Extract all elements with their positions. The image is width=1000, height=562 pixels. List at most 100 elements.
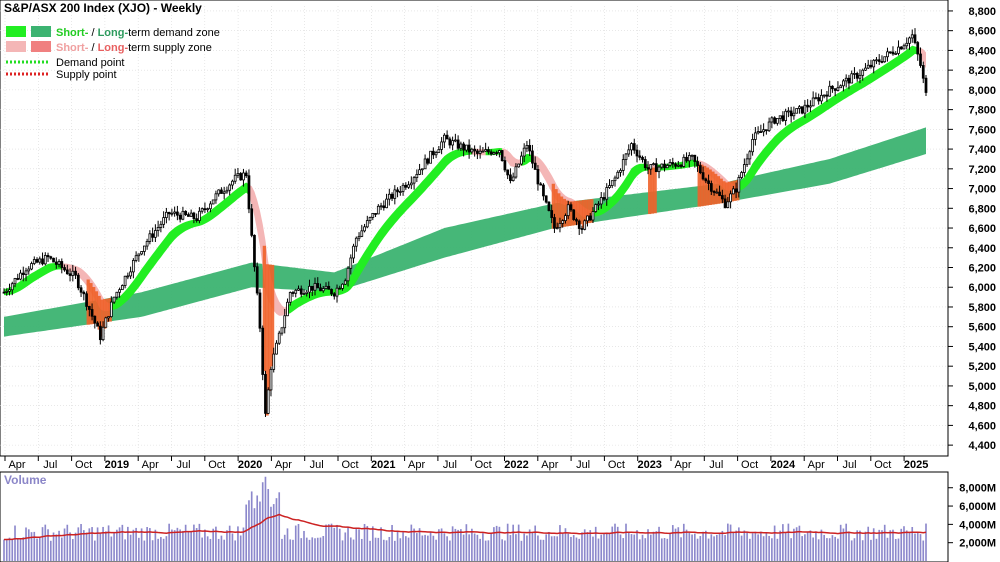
candle-body (583, 220, 587, 230)
volume-bar (416, 533, 418, 561)
candle-body (465, 144, 468, 151)
candle-body (38, 258, 42, 263)
candle-body (277, 332, 281, 344)
long-term-supply-zone (265, 264, 269, 416)
volume-bar (209, 538, 212, 561)
volume-bar (396, 530, 399, 561)
x-tick-label: Jul (176, 459, 190, 471)
volume-bar (465, 524, 468, 561)
volume-bar (892, 529, 894, 561)
candle-body (387, 193, 391, 200)
volume-bar (702, 531, 704, 561)
volume-bar (592, 536, 594, 561)
candle-body (233, 174, 237, 182)
y-tick-label: 6,600 (968, 223, 996, 235)
legend-swatch-short-supply (6, 41, 26, 52)
volume-bar (143, 540, 146, 561)
candle-body (24, 270, 28, 275)
volume-bar (438, 529, 440, 561)
candle-body (82, 291, 86, 295)
candle-body (231, 180, 234, 186)
candle-body (418, 169, 421, 175)
long-term-supply-zone (697, 163, 701, 207)
candle-body (184, 210, 188, 216)
volume-bar (666, 538, 669, 561)
candle-body (96, 322, 99, 327)
volume-bar (121, 524, 124, 561)
candle-body (872, 59, 876, 68)
volume-bar (732, 531, 735, 561)
volume-bar (275, 498, 278, 561)
legend-demand-sep: / (88, 27, 97, 39)
volume-bar (41, 527, 44, 561)
candle-body (489, 151, 493, 155)
candle-body (718, 191, 721, 196)
short-term-supply-zone (502, 148, 522, 167)
candle-body (792, 112, 796, 117)
candle-body (765, 129, 768, 132)
candle-body (288, 292, 292, 303)
x-tick-label: Apr (541, 459, 558, 471)
volume-bar (523, 533, 525, 561)
volume-bar (608, 533, 611, 561)
volume-bar (710, 534, 713, 561)
volume-bar (699, 536, 702, 561)
volume-bar (256, 495, 259, 561)
candle-body (456, 139, 460, 149)
candle-body (899, 46, 903, 50)
volume-bar (446, 536, 448, 561)
candle-body (544, 195, 548, 203)
volume-bar (118, 527, 121, 561)
volume-bar (600, 534, 603, 561)
candle-body (165, 211, 168, 218)
candle-body (564, 215, 567, 222)
volume-bar (388, 536, 391, 561)
candle-body (817, 97, 821, 102)
candle-body (657, 166, 661, 173)
volume-bar (660, 538, 663, 561)
volume-bar (443, 533, 446, 561)
volume-bar (872, 528, 875, 561)
volume-bar (537, 535, 539, 561)
candle-body (176, 211, 179, 216)
volume-bar (124, 539, 126, 561)
candle-body (371, 213, 375, 218)
volume-bar (407, 537, 410, 561)
short-term-demand-zone (4, 263, 62, 296)
candle-body (731, 188, 735, 195)
candle-body (129, 271, 132, 277)
volume-bar (27, 529, 30, 561)
volume-bar (228, 525, 231, 561)
volume-bar (385, 540, 388, 561)
volume-bar (116, 529, 118, 561)
candle-body (162, 217, 165, 225)
volume-bar (380, 527, 382, 561)
volume-bar (479, 538, 481, 561)
volume-bar (432, 535, 435, 561)
candle-body (217, 189, 221, 195)
candle-body (630, 143, 633, 151)
volume-bar (498, 526, 501, 561)
volume-bar (721, 530, 724, 561)
y-tick-label: 7,000 (968, 184, 996, 196)
time-axis: Apr Jul Oct 2019 Apr Jul Oct 2020 Apr Jul Oct 2021 A… (4, 456, 928, 471)
candle-body (561, 220, 565, 224)
candle-body (597, 203, 600, 206)
candle-body (679, 164, 683, 167)
candle-body (668, 162, 672, 166)
x-tick-label: Apr (142, 459, 159, 471)
candle-body (236, 173, 240, 176)
candle-body (239, 173, 243, 181)
volume-bar (682, 523, 685, 561)
candle-body (498, 150, 501, 154)
volume-bar (655, 531, 658, 561)
candle-body (522, 147, 526, 157)
candle-body (299, 288, 303, 295)
volume-bar (16, 538, 19, 561)
volume-bar (619, 534, 622, 561)
candle-body (35, 259, 39, 263)
volume-bar (559, 525, 561, 561)
candle-body (709, 183, 713, 192)
candle-body (855, 73, 859, 79)
